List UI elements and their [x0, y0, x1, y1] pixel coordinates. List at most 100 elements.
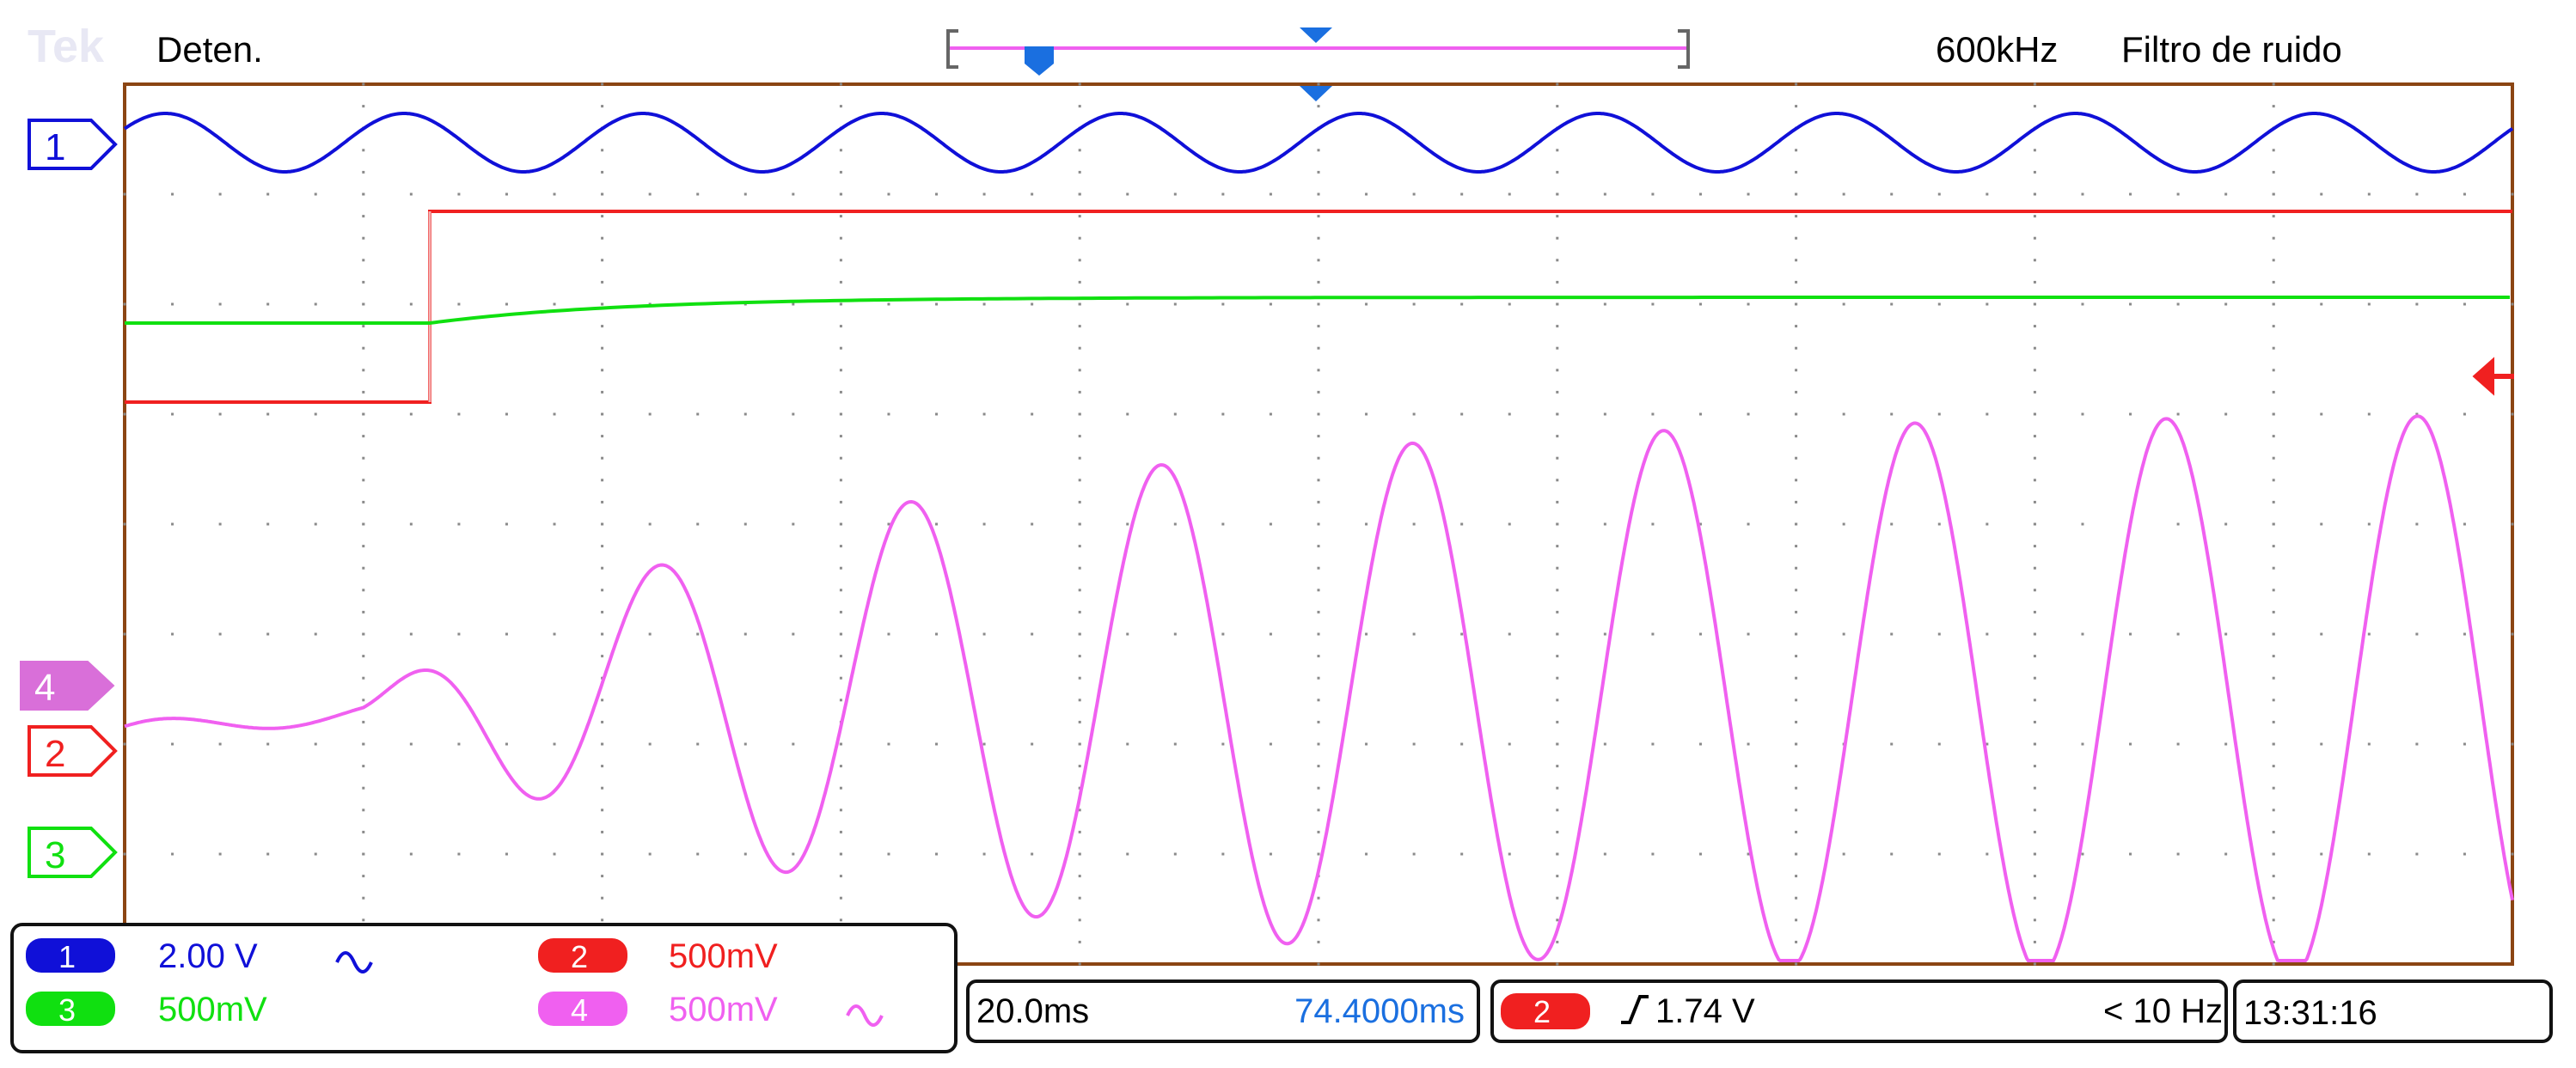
graticule-dot [696, 412, 700, 416]
graticule-dot [982, 522, 986, 526]
graticule-dot [362, 435, 365, 438]
graticule-dot [1937, 192, 1941, 196]
record-view-bar [946, 27, 1690, 76]
channel-readout-panel [10, 923, 958, 1053]
channel-1-marker[interactable]: 1 [28, 119, 118, 170]
graticule-dot [362, 720, 365, 723]
graticule-dot [266, 632, 270, 636]
graticule-dot [1556, 809, 1559, 812]
graticule-dot [601, 632, 604, 636]
graticule-dot [2033, 215, 2036, 218]
graticule-dot [2224, 522, 2228, 526]
graticule-dot [601, 720, 604, 723]
graticule-dot [1078, 720, 1081, 723]
channel-2-marker[interactable]: 2 [28, 725, 118, 777]
graticule-dot [1317, 545, 1320, 548]
graticule-dot [1747, 302, 1750, 306]
graticule-dot [362, 545, 365, 548]
graticule-dot [743, 192, 747, 196]
graticule-dot [1221, 302, 1225, 306]
graticule-dot [839, 302, 842, 306]
graticule-dot [887, 632, 890, 636]
channel-3-marker[interactable]: 3 [28, 827, 118, 878]
graticule-dot [887, 412, 890, 416]
graticule-dot [2129, 412, 2132, 416]
graticule-dot [1317, 896, 1320, 900]
graticule-dot [1317, 589, 1320, 592]
graticule-dot [935, 742, 939, 746]
graticule-dot [887, 852, 890, 856]
graticule-dot [1317, 192, 1320, 196]
channel-1-badge[interactable] [26, 938, 115, 973]
graticule-dot [601, 369, 604, 372]
ac-coupling-icon [846, 1004, 884, 1027]
graticule-dot [1412, 852, 1416, 856]
graticule-dot [743, 412, 747, 416]
graticule-dot [2033, 918, 2036, 922]
trigger-frequency: < 10 Hz [2103, 992, 2223, 1030]
trigger-source-badge[interactable] [1501, 993, 1590, 1029]
graticule-dot [362, 632, 365, 636]
graticule-dot [2272, 632, 2275, 636]
graticule-dot [2272, 170, 2275, 174]
graticule-dot [1937, 852, 1941, 856]
graticule-dot [1795, 632, 1798, 636]
graticule-dot [362, 699, 365, 702]
graticule-dot [2176, 742, 2180, 746]
graticule-dot [1317, 742, 1320, 746]
graticule-dot [218, 632, 222, 636]
graticule-dot [409, 742, 413, 746]
graticule-dot [935, 192, 939, 196]
graticule-dot [2033, 720, 2036, 723]
graticule-dot [1126, 742, 1129, 746]
graticule-dot [2224, 852, 2228, 856]
graticule-dot [1317, 170, 1320, 174]
graticule-dot [266, 852, 270, 856]
channel-4-badge[interactable] [538, 992, 627, 1026]
graticule-dot [601, 699, 604, 702]
channel-2-badge[interactable] [538, 938, 627, 973]
graticule-dot [1795, 236, 1798, 240]
graticule-dot [648, 192, 652, 196]
graticule-dot [2511, 522, 2514, 526]
graticule-dot [839, 192, 842, 196]
svg-text:3: 3 [45, 834, 65, 876]
graticule-dot [1412, 742, 1416, 746]
graticule-dot [839, 918, 842, 922]
graticule-dot [362, 765, 365, 768]
graticule-dot [1556, 830, 1559, 833]
channel-4-marker[interactable]: 4 [20, 661, 115, 711]
graticule-dot [1460, 852, 1464, 856]
graticule-dot [1317, 325, 1320, 328]
graticule-dot [1795, 809, 1798, 812]
graticule-dot [601, 655, 604, 658]
graticule-dot [362, 369, 365, 372]
graticule-dot [409, 412, 413, 416]
graticule-dot [457, 412, 461, 416]
graticule-dot [1556, 390, 1559, 394]
graticule-dot [2033, 82, 2036, 86]
graticule-dot [1317, 105, 1320, 108]
graticule-dot [171, 852, 174, 856]
graticule-dot [1556, 435, 1559, 438]
noise-filter-label: Filtro de ruido [2121, 29, 2342, 70]
graticule-dot [1078, 765, 1081, 768]
graticule-dot [1651, 852, 1655, 856]
graticule-dot [1556, 479, 1559, 482]
graticule-dot [171, 522, 174, 526]
graticule-dot [505, 522, 508, 526]
graticule-dot [1078, 369, 1081, 372]
graticule-dot [2081, 852, 2084, 856]
graticule-dot [1842, 192, 1845, 196]
graticule-dot [2272, 875, 2275, 878]
graticule-dot [2033, 809, 2036, 812]
graticule-dot [839, 280, 842, 284]
graticule-dot [1795, 325, 1798, 328]
graticule-dot [2033, 522, 2036, 526]
graticule-dot [1556, 369, 1559, 372]
center-marker [1300, 27, 1332, 43]
graticule-dot [1031, 852, 1034, 856]
graticule-dot [1842, 522, 1845, 526]
channel-3-badge[interactable] [26, 992, 115, 1026]
graticule-dot [1078, 655, 1081, 658]
